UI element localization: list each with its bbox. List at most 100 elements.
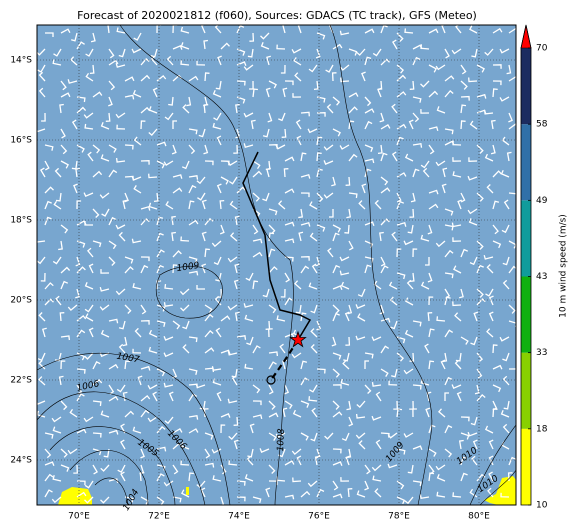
wind-barb <box>60 224 69 234</box>
wind-barb <box>332 232 340 242</box>
wind-barb <box>204 329 214 338</box>
colorbar-tick-label: 58 <box>536 120 548 130</box>
wind-barb <box>409 272 415 283</box>
isobar <box>119 24 294 506</box>
wind-barb <box>484 425 494 434</box>
wind-barb <box>276 44 286 50</box>
wind-barb <box>99 192 110 199</box>
wind-barb <box>456 391 462 402</box>
wind-barb <box>508 368 518 373</box>
wind-barb <box>380 265 389 274</box>
wind-barb <box>262 128 270 138</box>
wind-barb <box>508 456 517 466</box>
wind-barb <box>284 156 295 162</box>
wind-barb <box>120 423 126 434</box>
wind-barb <box>204 462 215 468</box>
wind-barb <box>118 343 126 354</box>
wind-barb <box>412 445 423 451</box>
wind-barb <box>476 192 484 202</box>
wind-barb <box>164 112 174 121</box>
wind-barb <box>435 240 446 248</box>
wind-barb <box>407 224 414 234</box>
wind-barb <box>244 474 254 482</box>
colorbar-tick-label: 10 <box>536 501 548 511</box>
wind-barb <box>460 95 470 101</box>
wind-barb <box>387 463 398 469</box>
wind-barb <box>156 141 167 147</box>
wind-barb <box>188 219 199 226</box>
wind-barb <box>356 400 366 409</box>
wind-barb <box>296 455 302 466</box>
isobar <box>469 424 517 506</box>
wind-barb <box>396 480 405 490</box>
wind-barb <box>246 455 254 466</box>
wind-barb <box>357 288 366 298</box>
wind-barb <box>388 380 398 386</box>
wind-barb <box>332 128 341 137</box>
wind-barb <box>36 256 46 265</box>
contour-label: 1006 <box>76 379 101 394</box>
wind-barb <box>220 349 231 355</box>
wind-barb <box>236 48 246 56</box>
wind-barb <box>502 279 510 290</box>
wind-barb <box>140 394 151 402</box>
wind-barb <box>37 64 46 73</box>
wind-barb <box>60 448 68 458</box>
wind-barb <box>188 256 198 264</box>
wind-barb <box>236 96 246 104</box>
wind-barb <box>234 215 240 226</box>
wind-barb <box>361 183 367 194</box>
wind-barb <box>308 64 318 73</box>
wind-barb <box>310 328 318 338</box>
wind-barb <box>213 112 222 121</box>
wind-barb <box>115 63 126 68</box>
wind-barb <box>92 400 102 407</box>
wind-barb <box>163 160 174 166</box>
wind-barb <box>38 312 46 322</box>
colorbar-segment <box>521 124 531 201</box>
wind-barb <box>92 144 101 154</box>
wind-barb <box>100 329 110 338</box>
wind-barb <box>502 352 510 362</box>
wind-barb <box>38 71 46 82</box>
wind-barb <box>120 471 126 482</box>
wind-barb <box>284 494 295 500</box>
wind-barb <box>420 44 430 50</box>
wind-barb <box>100 496 110 504</box>
y-tick-label: 20°S <box>10 296 32 306</box>
wind-barb <box>427 272 433 283</box>
wind-barb <box>172 428 183 434</box>
wind-barb <box>204 313 214 322</box>
wind-barb <box>268 351 279 357</box>
wind-barb <box>76 144 85 153</box>
wind-barb <box>420 80 430 88</box>
wind-barb <box>506 151 512 162</box>
wind-barb <box>268 304 277 314</box>
wind-barb <box>100 269 110 274</box>
wind-barb <box>300 377 309 386</box>
wind-barb <box>219 199 225 210</box>
wind-barb <box>380 187 391 194</box>
wind-barb <box>44 461 55 467</box>
wind-barb <box>420 234 430 242</box>
wind-barb <box>408 119 414 130</box>
wind-barb <box>396 91 407 98</box>
wind-barb <box>379 304 385 315</box>
wind-barb <box>265 487 271 498</box>
wind-barb <box>282 407 288 418</box>
wind-barb <box>84 352 94 360</box>
wind-barb <box>460 120 466 130</box>
wind-barb <box>332 43 343 50</box>
wind-barb <box>115 112 126 119</box>
wind-barb <box>284 256 294 262</box>
map-title: Forecast of 2020021812 (f060), Sources: … <box>77 9 477 22</box>
wind-barb <box>444 448 453 458</box>
wind-barb <box>266 55 271 66</box>
graticule <box>37 25 516 505</box>
wind-barb <box>216 391 222 402</box>
wind-barb <box>140 320 150 325</box>
wind-barb <box>73 464 78 474</box>
wind-barb <box>220 413 231 418</box>
wind-barb <box>164 284 174 290</box>
wind-barb <box>316 192 324 203</box>
